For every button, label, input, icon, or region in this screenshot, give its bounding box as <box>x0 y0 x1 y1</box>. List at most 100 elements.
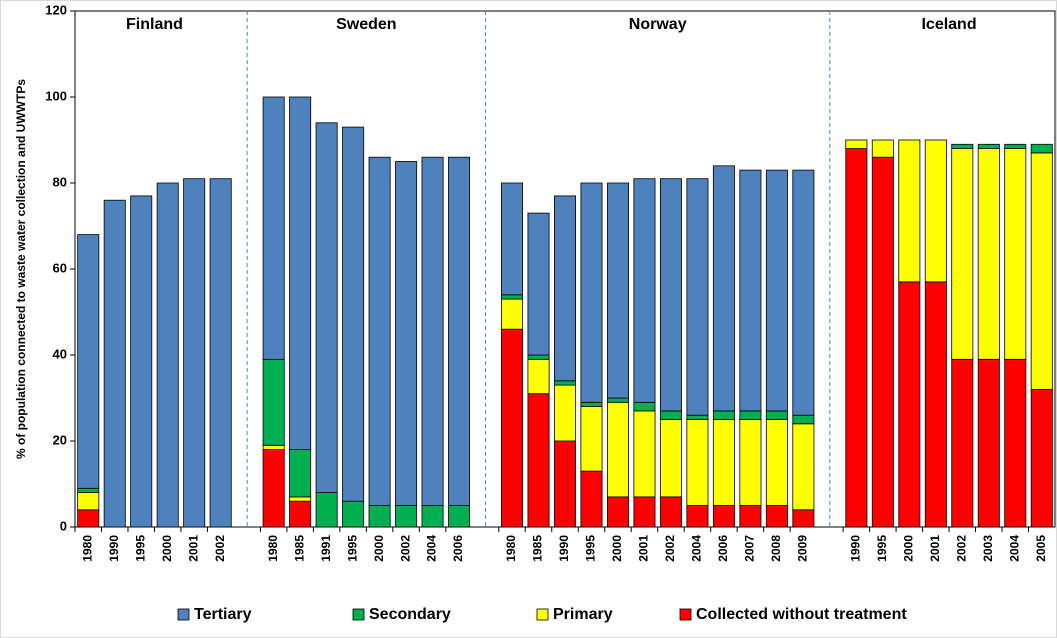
bar-segment <box>262 358 285 446</box>
x-tick-label: 1990 <box>849 535 863 562</box>
bar-segment <box>765 169 788 412</box>
bar-segment <box>659 178 682 412</box>
bar-segment <box>792 423 815 511</box>
y-tick-label: 60 <box>53 260 67 275</box>
bar-segment <box>633 401 656 412</box>
bar-segment <box>765 505 788 528</box>
bar-segment <box>739 410 762 420</box>
bar-segment <box>315 492 338 528</box>
legend-swatch <box>177 608 190 621</box>
bar-segment <box>712 505 735 528</box>
bar-segment <box>501 328 524 528</box>
bar-segment <box>1030 388 1053 528</box>
bar-segment <box>898 139 921 283</box>
bar-segment <box>739 169 762 412</box>
bar-segment <box>342 126 365 502</box>
x-tick-label: 1995 <box>584 535 598 562</box>
bar-segment <box>659 410 682 420</box>
bar-segment <box>262 449 285 528</box>
x-tick-label: 1985 <box>292 535 306 562</box>
bar-segment <box>448 156 471 506</box>
bar-segment <box>501 294 524 300</box>
bar-segment <box>712 410 735 420</box>
x-tick-label: 2004 <box>425 535 439 562</box>
x-tick-label: 2000 <box>901 535 915 562</box>
group-label: Sweden <box>336 16 396 33</box>
bar-segment <box>580 406 603 472</box>
bar-segment <box>262 444 285 450</box>
bar-segment <box>368 505 391 528</box>
bar-segment <box>395 161 418 506</box>
x-tick-label: 2005 <box>1034 535 1048 562</box>
bar-segment <box>1030 143 1053 154</box>
bar-segment <box>951 148 974 360</box>
bar-segment <box>845 139 868 150</box>
bar-segment <box>448 505 471 528</box>
x-tick-label: 2001 <box>928 535 942 562</box>
group-label: Iceland <box>921 16 976 33</box>
y-tick-label: 100 <box>45 88 67 103</box>
bar-segment <box>77 487 100 493</box>
bar-segment <box>130 195 153 528</box>
x-tick-label: 2001 <box>637 535 651 562</box>
bar-segment <box>554 195 576 382</box>
bar-segment <box>1004 358 1027 528</box>
x-tick-label: 1995 <box>345 535 359 562</box>
x-tick-label: 2002 <box>398 535 412 562</box>
bar-segment <box>765 410 788 420</box>
group-label: Finland <box>126 16 183 33</box>
bar-segment <box>580 401 603 407</box>
legend-swatch <box>536 608 549 621</box>
bar-segment <box>659 496 682 528</box>
x-tick-label: 1990 <box>107 535 121 562</box>
bar-segment <box>156 182 179 528</box>
bar-segment <box>527 393 550 528</box>
bar-segment <box>871 156 894 528</box>
bar-segment <box>1004 148 1027 360</box>
y-axis-title: % of population connected to waste water… <box>14 79 28 459</box>
bar-segment <box>77 234 100 489</box>
x-tick-label: 1985 <box>531 535 545 562</box>
bar-segment <box>659 419 682 498</box>
bar-segment <box>554 384 576 442</box>
y-tick-label: 120 <box>45 2 67 17</box>
bar-segment <box>712 165 735 412</box>
x-tick-label: 2004 <box>690 535 704 562</box>
bar-segment <box>580 182 603 403</box>
bar-segment <box>77 509 100 528</box>
bar-segment <box>977 148 1000 360</box>
bar-segment <box>924 281 947 528</box>
legend-label: Secondary <box>369 606 451 623</box>
bar-segment <box>1004 143 1027 150</box>
x-tick-label: 2003 <box>981 535 995 562</box>
bar-segment <box>395 505 418 528</box>
bar-segment <box>315 122 338 493</box>
bar-segment <box>289 96 312 451</box>
bar-segment <box>580 470 603 528</box>
bar-segment <box>845 148 868 528</box>
x-tick-label: 1980 <box>80 535 94 562</box>
bar-segment <box>606 496 629 528</box>
bar-segment <box>1030 152 1053 390</box>
bar-segment <box>792 509 815 528</box>
bar-segment <box>554 440 576 528</box>
bar-segment <box>103 199 126 528</box>
bar-segment <box>554 380 576 386</box>
bar-segment <box>951 143 974 150</box>
group-label: Norway <box>629 16 687 33</box>
bar-segment <box>977 358 1000 528</box>
x-tick-label: 2006 <box>451 535 465 562</box>
bar-segment <box>898 281 921 528</box>
legend-label: Tertiary <box>194 606 252 623</box>
x-tick-label: 2004 <box>1007 535 1021 562</box>
bar-segment <box>633 178 656 403</box>
legend-swatch <box>679 608 692 621</box>
x-tick-label: 2002 <box>213 535 227 562</box>
bar-segment <box>421 156 444 506</box>
bar-segment <box>77 492 100 511</box>
bar-segment <box>686 414 709 420</box>
x-tick-label: 2002 <box>663 535 677 562</box>
x-tick-label: 2000 <box>610 535 624 562</box>
bar-segment <box>368 156 391 506</box>
